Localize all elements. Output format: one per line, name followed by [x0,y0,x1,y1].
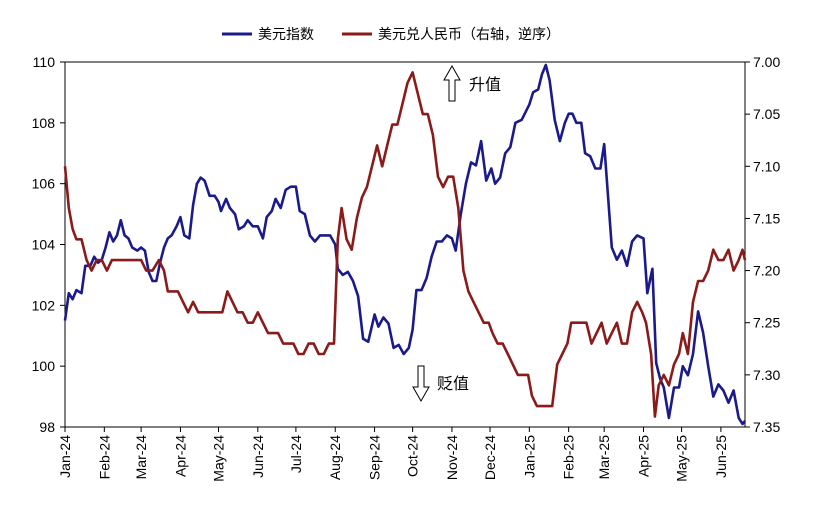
left-axis-ticks: 98 100 102 104 106 108 110 [32,54,65,435]
appreciation-annotation: 升值 [443,64,501,102]
series-lines [63,63,747,426]
x-tick-label: Aug-24 [327,435,343,480]
legend-label-usdcny: 美元兑人民币（右轴，逆序） [378,27,560,43]
x-tick-label: Feb-24 [96,435,112,480]
x-tick-label: Feb-25 [561,435,577,480]
left-tick-label: 100 [32,358,56,374]
left-tick-label: 102 [32,297,56,313]
right-tick-label: 7.15 [753,210,780,226]
right-tick-label: 7.35 [753,419,780,435]
x-tick-label: Oct-24 [405,435,421,477]
right-tick-label: 7.10 [753,158,780,174]
legend-label-usd-index: 美元指数 [258,27,314,43]
x-tick-label: Jan-24 [57,435,73,478]
x-axis-ticks: Jan-24 Feb-24 Mar-24 Apr-24 May-24 Jun-24 Jul-… [57,427,729,482]
x-tick-label: May-25 [674,435,690,482]
left-tick-label: 98 [39,419,55,435]
x-tick-label: May-24 [211,435,227,482]
legend: 美元指数 美元兑人民币（右轴，逆序） [222,27,560,43]
usdcny-line [63,71,747,418]
right-axis-ticks: 7.00 7.05 7.10 7.15 7.20 7.25 7.30 7.35 [745,54,780,435]
down-arrow-icon [412,365,430,403]
x-tick-label: Jun-25 [713,435,729,478]
depreciation-annotation: 贬值 [412,365,469,403]
x-tick-label: Jan-25 [521,435,537,478]
x-tick-label: Sep-24 [367,435,383,480]
x-tick-label: Jun-24 [250,435,266,478]
x-tick-label: Mar-25 [596,435,612,480]
x-tick-label: Dec-24 [482,435,498,480]
right-tick-label: 7.05 [753,106,780,122]
right-tick-label: 7.20 [753,263,780,279]
depreciation-label: 贬值 [437,374,469,393]
right-tick-label: 7.30 [753,367,780,383]
right-tick-label: 7.00 [753,54,780,70]
x-tick-label: Mar-24 [133,435,149,480]
up-arrow-icon [443,64,461,102]
appreciation-label: 升值 [469,75,501,94]
x-tick-label: Apr-24 [172,435,188,477]
left-tick-label: 104 [32,237,56,253]
left-tick-label: 108 [32,115,56,131]
right-tick-label: 7.25 [753,315,780,331]
left-tick-label: 106 [32,176,56,192]
usd-index-line [63,63,747,426]
x-tick-label: Nov-24 [444,435,460,480]
left-tick-label: 110 [33,54,56,70]
x-tick-label: Apr-25 [636,435,652,477]
x-tick-label: Jul-24 [288,435,304,473]
